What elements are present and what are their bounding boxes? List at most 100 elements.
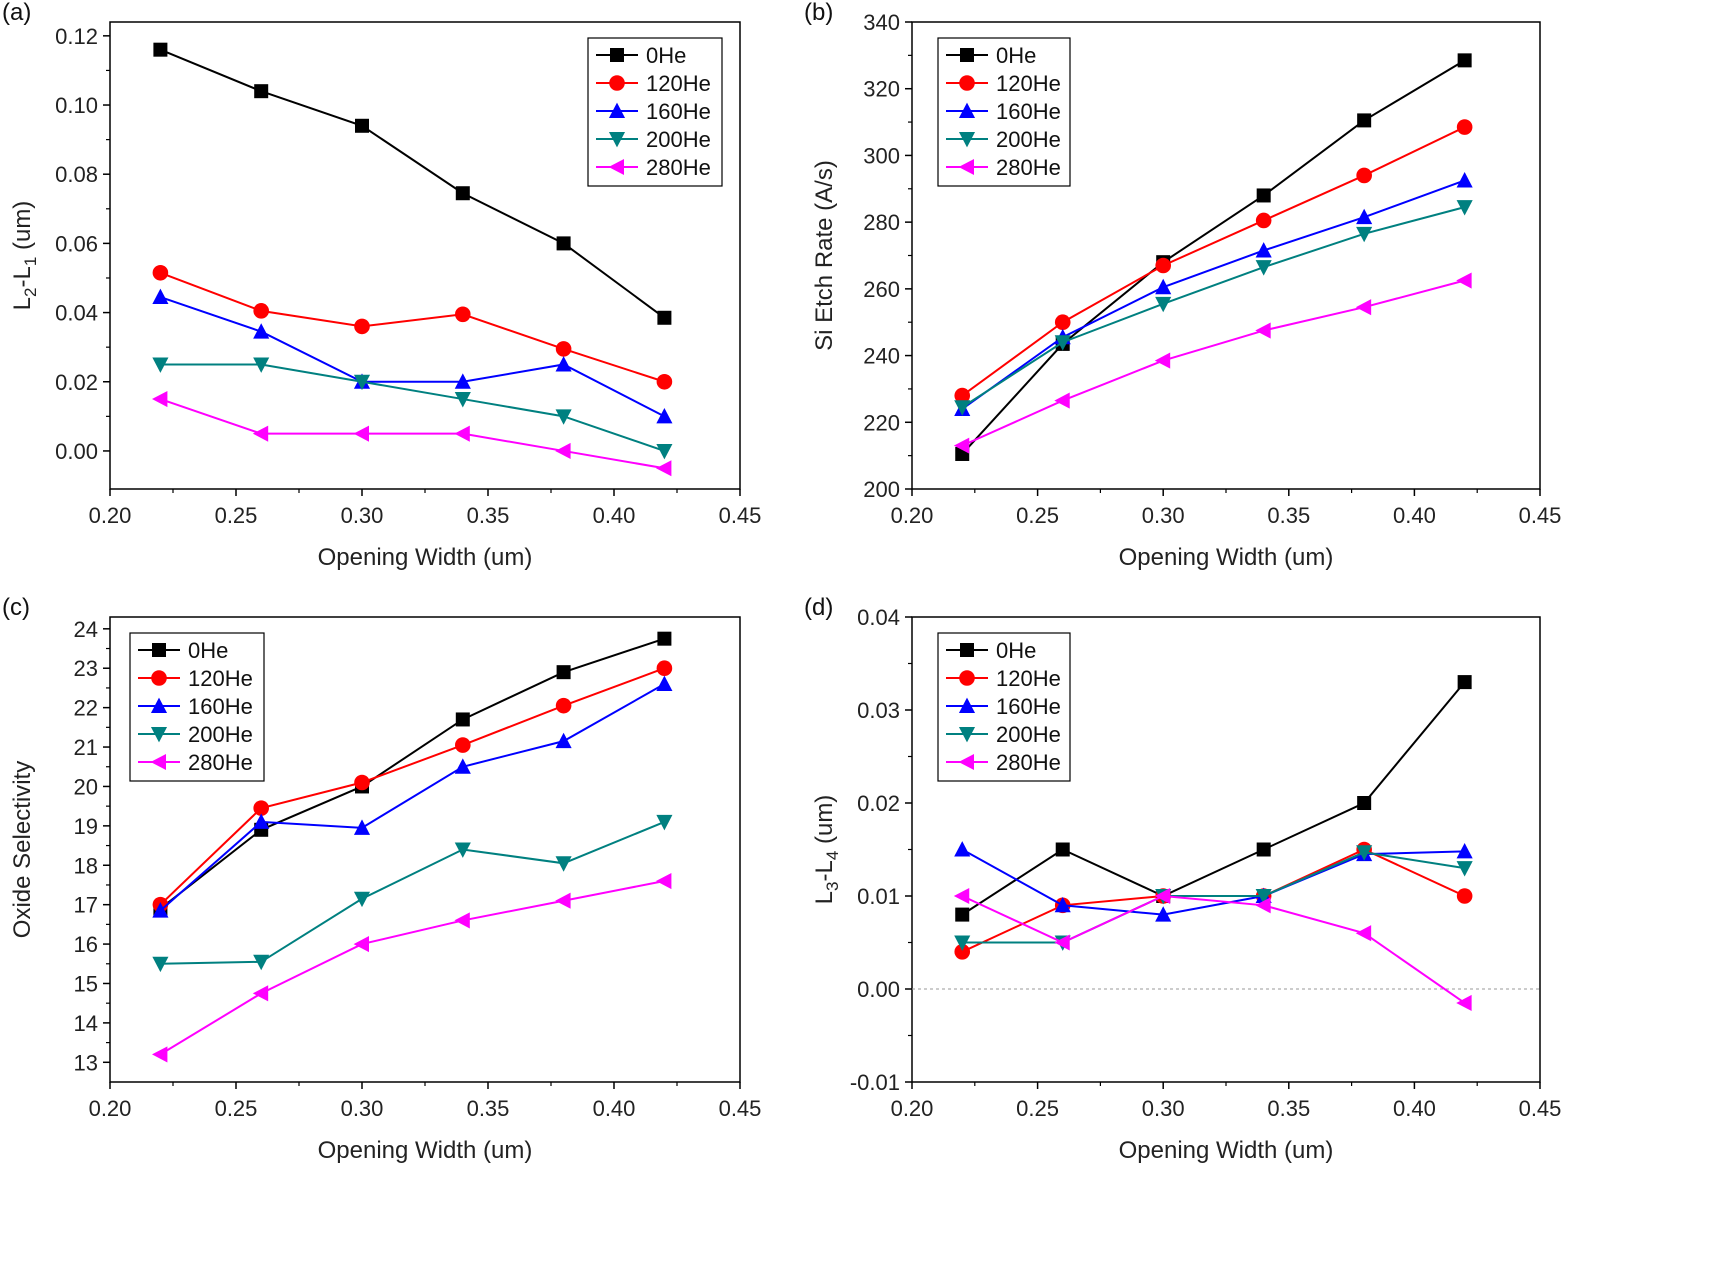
- data-point-120He: [253, 800, 269, 816]
- chart-panel-c: 0.20 0.25 0.30 0.35 0.40 0.45 13 14 15 16 17 18 19 20…: [2, 594, 761, 1164]
- data-point-0He: [1457, 675, 1472, 690]
- x-tick-label: 0.20: [891, 503, 934, 528]
- data-point-160He: [454, 373, 471, 389]
- series-line-0He: [961, 59, 1466, 455]
- data-point-200He: [1356, 845, 1373, 861]
- legend-label-280He: 280He: [996, 155, 1061, 180]
- x-tick-label: 0.45: [1519, 1096, 1562, 1121]
- legend-label-160He: 160He: [188, 694, 253, 719]
- series-line-280He: [160, 398, 665, 470]
- legend-label-160He: 160He: [996, 99, 1061, 124]
- data-point-160He: [656, 675, 673, 691]
- data-point-160He: [1456, 842, 1473, 859]
- data-point-200He: [353, 891, 371, 908]
- data-point-120He: [455, 737, 471, 753]
- series-line-200He: [160, 820, 665, 965]
- legend-box: [587, 37, 723, 187]
- data-point-200He: [656, 814, 673, 831]
- x-tick-label: 0.40: [593, 1096, 636, 1121]
- y-tick-label: 0.06: [55, 231, 98, 256]
- data-point-120He: [152, 264, 169, 281]
- legend-marker-0He: [960, 48, 974, 62]
- x-axis-label: Opening Width (um): [318, 1137, 533, 1164]
- legend-label-0He: 0He: [188, 638, 228, 663]
- data-point-0He: [657, 631, 672, 646]
- legend-label-120He: 120He: [188, 666, 253, 691]
- chart-panel-d: 0.20 0.25 0.30 0.35 0.40 0.45 -0.01 0.00 0.01 0.0…: [804, 594, 1561, 1164]
- series-line-0He: [160, 48, 665, 319]
- data-point-160He: [1155, 906, 1172, 922]
- x-tick-label: 0.45: [719, 1096, 762, 1121]
- data-point-160He: [454, 758, 471, 774]
- y-tick-label: 21: [74, 735, 98, 760]
- series-line-200He: [961, 206, 1465, 409]
- series-line-200He: [160, 363, 665, 452]
- y-axis-label: Oxide Selectivity: [9, 761, 36, 938]
- data-point-200He: [1155, 296, 1172, 313]
- data-point-200He: [152, 956, 169, 973]
- y-tick-label: 24: [74, 617, 98, 642]
- legend-marker-160He: [958, 697, 976, 713]
- data-point-200He: [656, 443, 673, 460]
- legend-label-0He: 0He: [996, 638, 1036, 663]
- data-point-160He: [353, 819, 371, 835]
- legend-marker-200He: [150, 727, 168, 743]
- data-point-0He: [1457, 53, 1472, 68]
- legend-label-280He: 280He: [996, 750, 1061, 775]
- data-point-160He: [152, 902, 169, 918]
- x-tick-label: 0.35: [1267, 503, 1310, 528]
- x-tick-label: 0.45: [1519, 503, 1562, 528]
- legend-marker-120He: [959, 670, 975, 686]
- data-point-120He: [954, 944, 971, 960]
- data-point-0He: [556, 665, 571, 680]
- panel-label: (a): [2, 0, 31, 26]
- legend-label-280He: 280He: [646, 155, 711, 180]
- data-point-0He: [455, 712, 470, 727]
- data-point-200He: [1255, 260, 1272, 276]
- y-tick-label: 20: [74, 774, 98, 799]
- x-axis-label: Opening Width (um): [318, 544, 533, 571]
- y-tick-label: 0.02: [857, 791, 900, 816]
- data-point-0He: [1055, 842, 1070, 857]
- y-axis-label: Si Etch Rate (A/s): [811, 160, 838, 351]
- data-point-160He: [253, 323, 270, 339]
- legend-label-120He: 120He: [996, 666, 1061, 691]
- legend-marker-200He: [958, 727, 976, 743]
- series-line-0He: [159, 637, 665, 910]
- x-tick-label: 0.35: [1267, 1096, 1310, 1121]
- data-point-200He: [454, 392, 471, 408]
- y-tick-label: -0.01: [850, 1070, 900, 1095]
- y-tick-label: 0.04: [55, 301, 98, 326]
- data-point-200He: [253, 954, 270, 971]
- x-tick-label: 0.30: [1142, 503, 1185, 528]
- x-axis-label: Opening Width (um): [1119, 1137, 1334, 1164]
- data-point-200He: [1456, 861, 1473, 877]
- data-point-120He: [1155, 257, 1171, 274]
- y-tick-label: 240: [863, 344, 900, 369]
- data-point-0He: [455, 186, 470, 201]
- x-axis-label: Opening Width (um): [1119, 544, 1334, 571]
- series-line-280He: [159, 880, 665, 1056]
- data-point-120He: [1356, 167, 1372, 184]
- series-line-280He: [961, 279, 1465, 447]
- x-tick-label: 0.35: [467, 1096, 510, 1121]
- panel-label: (b): [804, 0, 833, 26]
- data-point-160He: [253, 813, 270, 829]
- x-tick-label: 0.40: [1393, 503, 1436, 528]
- data-point-280He: [1456, 272, 1472, 289]
- legend-label-120He: 120He: [646, 71, 711, 96]
- data-point-120He: [555, 697, 572, 714]
- data-point-280He: [656, 460, 672, 477]
- y-tick-label: 0.01: [857, 884, 900, 909]
- legend-label-0He: 0He: [996, 43, 1036, 68]
- data-point-160He: [152, 288, 169, 305]
- legend-label-160He: 160He: [646, 99, 711, 124]
- y-axis-label-part: -L: [811, 860, 838, 881]
- y-axis-label-part: L: [9, 297, 36, 310]
- legend-marker-280He: [608, 158, 624, 176]
- legend-marker-160He: [958, 102, 976, 118]
- legend-label-200He: 200He: [646, 127, 711, 152]
- x-tick-label: 0.40: [593, 503, 636, 528]
- y-tick-label: 15: [74, 971, 98, 996]
- y-tick-label: 0.00: [857, 977, 900, 1002]
